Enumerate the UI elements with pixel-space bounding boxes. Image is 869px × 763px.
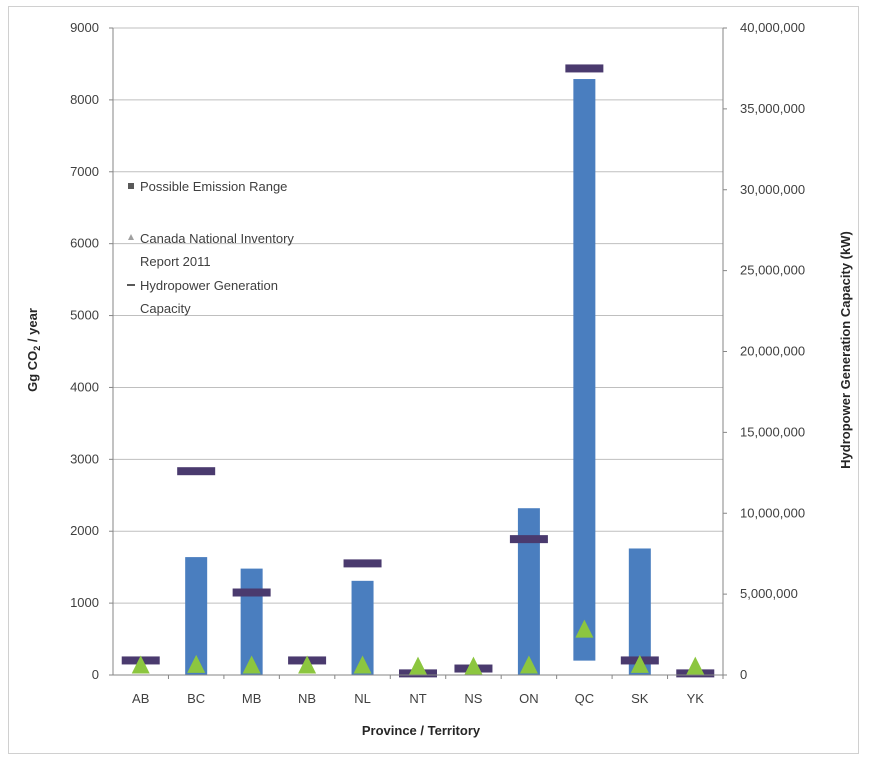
y2-tick-label: 15,000,000 [740,424,805,439]
range-bar [628,548,651,675]
legend-swatch-range [128,183,134,189]
y2-tick-label: 10,000,000 [740,505,805,520]
legend-swatch-inventory [128,234,134,240]
y-tick-label: 0 [92,667,99,682]
chart-frame [8,6,859,754]
range-bar [517,508,540,675]
y-axis-title: Gg CO2 / year [25,308,42,392]
hydro-dash [565,64,604,73]
x-tick-label: AB [132,691,149,706]
inventory-marker [464,656,483,675]
x-tick-label: MB [242,691,262,706]
hydro-dash [509,535,548,544]
x-tick-label: NS [464,691,482,706]
x-tick-label: NT [409,691,426,706]
inventory-marker [630,654,649,673]
axis-layer: 0 1000 2000 3000 4000 5000 6000 7000 8000 9000 0 5,… [70,20,805,706]
dash-layer [121,64,715,678]
inventory-marker [686,656,705,675]
y-tick-label: 3000 [70,451,99,466]
inventory-marker [131,655,150,674]
x-tick-label: ON [519,691,539,706]
hydro-dash [177,467,216,476]
hydro-dash [232,588,271,597]
legend-label-hydro-1: Hydropower Generation [140,278,278,293]
y2-tick-label: 20,000,000 [740,344,805,359]
y-tick-label: 6000 [70,236,99,251]
y-axis-title-tail: / year [25,308,40,346]
y-tick-label: 9000 [70,20,99,35]
hydro-dash [343,559,382,568]
x-tick-label: YK [687,691,705,706]
y-tick-label: 2000 [70,523,99,538]
y-tick-label: 5000 [70,308,99,323]
y2-tick-label: 40,000,000 [740,20,805,35]
grid-layer [113,27,723,604]
x-tick-label: NL [354,691,371,706]
y-axis-title-main: Gg CO [25,351,40,392]
legend-label-inventory-1: Canada National Inventory [140,231,294,246]
marker-layer [131,619,705,675]
range-bar [185,557,208,675]
inventory-marker [353,655,372,674]
y2-tick-label: 35,000,000 [740,101,805,116]
y2-tick-label: 5,000,000 [740,586,798,601]
y2-tick-label: 30,000,000 [740,182,805,197]
y-tick-label: 7000 [70,164,99,179]
x-axis-title: Province / Territory [362,723,481,738]
legend-label-range: Possible Emission Range [140,179,287,194]
x-tick-label: BC [187,691,205,706]
bars-layer [185,79,651,675]
inventory-marker [298,655,317,674]
y2-tick-label: 0 [740,667,747,682]
inventory-marker [187,654,206,673]
legend-label-hydro-2: Capacity [140,301,191,316]
x-tick-label: NB [298,691,316,706]
legend-label-inventory-2: Report 2011 [140,254,211,269]
inventory-marker [409,656,427,675]
y-axis-title-sub: 2 [32,346,42,351]
x-tick-label: SK [631,691,649,706]
legend: Possible Emission Range Canada National … [127,179,294,316]
y2-axis-title: Hydropower Generation Capacity (kW) [838,231,853,469]
inventory-marker [575,619,594,638]
y2-tick-label: 25,000,000 [740,263,805,278]
range-bar [573,79,596,661]
inventory-marker [519,655,538,674]
x-tick-label: QC [575,691,595,706]
y-tick-label: 8000 [70,92,99,107]
y-tick-label: 1000 [70,595,99,610]
range-bar [351,580,374,675]
y-tick-label: 4000 [70,379,99,394]
inventory-marker [242,655,261,674]
